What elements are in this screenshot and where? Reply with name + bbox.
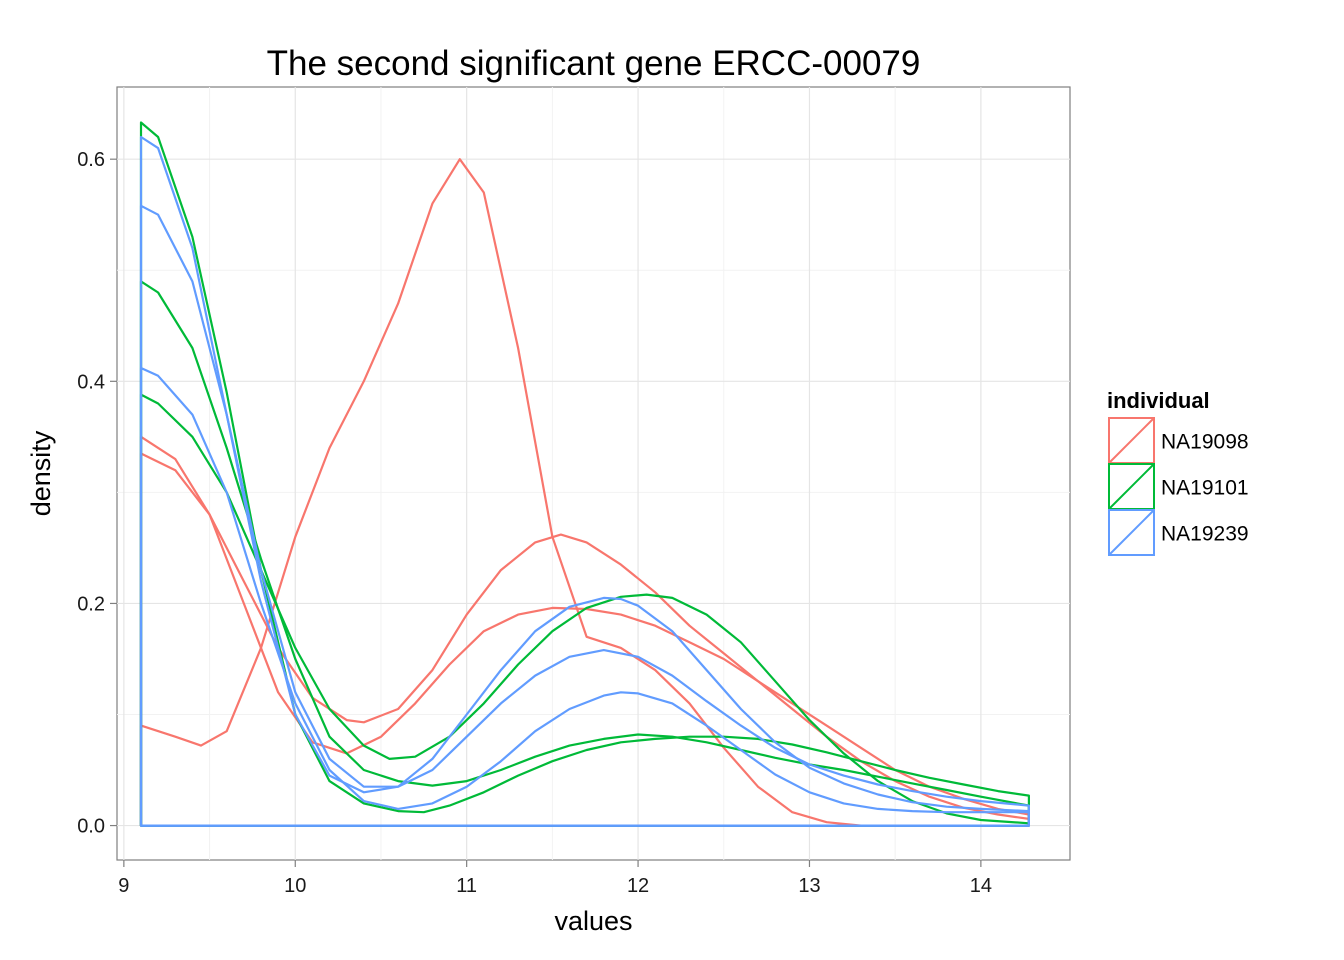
legend-key-line xyxy=(1108,417,1155,464)
y-tick-label: 0.2 xyxy=(77,593,105,615)
x-tick-label: 12 xyxy=(627,875,649,897)
legend-item-NA19101: NA19101 xyxy=(1108,463,1249,510)
x-tick-label: 11 xyxy=(456,875,477,897)
y-tick-label: 0.4 xyxy=(77,371,105,393)
density-line-NA19239-7 xyxy=(139,135,1030,827)
minor-gridlines xyxy=(117,87,1070,860)
legend-label: NA19239 xyxy=(1161,523,1249,546)
major-gridlines xyxy=(117,87,1070,860)
legend-item-NA19098: NA19098 xyxy=(1108,417,1249,464)
legend: individual NA19098 NA19101 NA19239 xyxy=(1107,388,1249,556)
x-tick-label: 14 xyxy=(970,875,992,897)
density-lines xyxy=(139,121,1030,827)
x-axis-title: values xyxy=(554,906,632,936)
density-line-NA19098-1 xyxy=(139,158,1030,827)
legend-item-NA19239: NA19239 xyxy=(1108,509,1249,556)
y-tick-label: 0.0 xyxy=(77,816,105,838)
plot-panel xyxy=(116,86,1071,861)
chart-title: The second significant gene ERCC-00079 xyxy=(267,44,921,83)
x-tick-label: 9 xyxy=(118,875,129,897)
legend-items: NA19098 NA19101 NA19239 xyxy=(1108,417,1249,556)
y-axis: 0.0 0.2 0.4 0.6 xyxy=(77,149,117,838)
x-tick-label: 10 xyxy=(284,875,306,897)
density-line-NA19239-8 xyxy=(139,204,1030,827)
legend-label: NA19098 xyxy=(1161,431,1249,454)
legend-label: NA19101 xyxy=(1161,477,1249,500)
x-axis: 9 10 11 12 13 14 xyxy=(118,860,992,897)
y-axis-title: density xyxy=(26,430,56,516)
legend-key-line xyxy=(1108,509,1155,556)
y-tick-label: 0.6 xyxy=(77,149,105,171)
legend-title: individual xyxy=(1107,388,1210,413)
plot-panel-background xyxy=(116,86,1071,861)
density-line-NA19239-9 xyxy=(139,366,1030,827)
legend-key-line xyxy=(1108,463,1155,510)
x-tick-label: 13 xyxy=(798,875,820,897)
